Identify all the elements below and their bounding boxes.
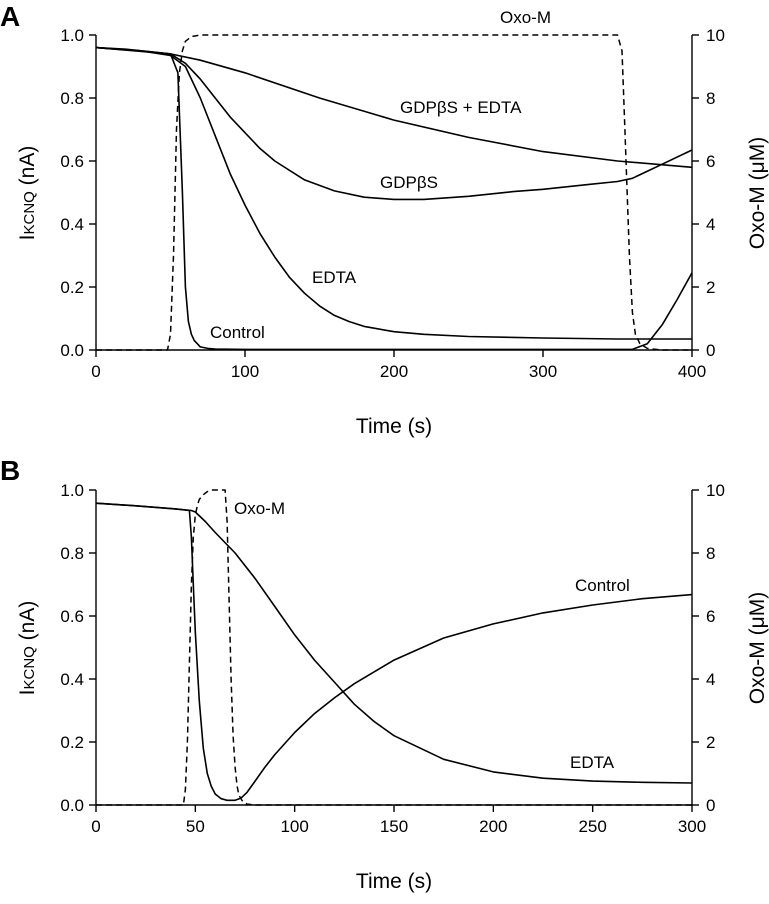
panel-b-y-tick-label-0-8: 0.8 bbox=[60, 544, 84, 563]
panel-b-y-tick-label-1-0: 1.0 bbox=[60, 481, 84, 500]
panel-b-y-tick-label-0-0: 0.0 bbox=[60, 796, 84, 815]
panel-a-y-tick-label-0-6: 0.6 bbox=[60, 152, 84, 171]
panel-a-y2-axis-title: Oxo-M (μM) bbox=[746, 137, 769, 249]
panel-a-label-edta: EDTA bbox=[312, 268, 357, 287]
panel-a-label-gdpbs: GDPβS bbox=[380, 173, 438, 192]
panel-b-y2-axis-title-unit: M) bbox=[746, 592, 769, 617]
panel-b-y-tick-label-0-2: 0.2 bbox=[60, 733, 84, 752]
panel-b-x-tick-label-200: 200 bbox=[479, 817, 507, 836]
panel-a-y2-tick-label-8: 8 bbox=[706, 89, 715, 108]
panel-a-y-tick-label-0-2: 0.2 bbox=[60, 278, 84, 297]
panel-b-label-oxo-m: Oxo-M bbox=[234, 499, 285, 518]
panel-a-x-tick-label-200: 200 bbox=[380, 362, 408, 381]
panel-a-ticks: 0 100 200 300 400 0.0 0.2 0.4 0.6 0.8 1.0 0 2 4 6 8 10 bbox=[60, 26, 725, 381]
panel-b-label-control: Control bbox=[575, 576, 630, 595]
panel-a-x-tick-label-0: 0 bbox=[91, 362, 100, 381]
panel-a: A 0 100 200 300 400 0.0 0.2 0.4 0.6 0.8 1.0 0 2 4 6 8 10… bbox=[0, 1, 769, 438]
panel-b-label-edta: EDTA bbox=[570, 753, 615, 772]
panel-a-y2-tick-label-10: 10 bbox=[706, 26, 725, 45]
panel-a-y2-tick-label-4: 4 bbox=[706, 215, 715, 234]
panel-b-x-tick-label-150: 150 bbox=[380, 817, 408, 836]
panel-a-series-gdpbs-edta bbox=[95, 46, 693, 169]
panel-a-x-tick-label-100: 100 bbox=[231, 362, 259, 381]
panel-a-label-oxo-m: Oxo-M bbox=[500, 8, 551, 27]
panel-b-y2-tick-label-0: 0 bbox=[706, 796, 715, 815]
panel-b-series-oxo-m bbox=[96, 489, 692, 806]
panel-b-y-axis-title-unit: (nA) bbox=[16, 601, 39, 647]
panel-a-series-gdpbs bbox=[95, 46, 693, 201]
panel-b-x-tick-label-50: 50 bbox=[186, 817, 205, 836]
panel-b-x-axis-title: Time (s) bbox=[356, 870, 432, 893]
panel-b-ticks: 0 50 100 150 200 250 300 0.0 0.2 0.4 0.6 0.8 1.0 0 2 4 6… bbox=[60, 481, 725, 836]
panel-b-y-axis-title-main: I bbox=[16, 690, 39, 696]
panel-a-x-axis-title: Time (s) bbox=[356, 415, 432, 438]
panel-b-y2-tick-label-10: 10 bbox=[706, 481, 725, 500]
panel-a-series-oxo-m bbox=[96, 34, 692, 351]
panel-a-x-tick-label-400: 400 bbox=[678, 362, 706, 381]
panel-b-y2-tick-label-4: 4 bbox=[706, 670, 715, 689]
panel-b-y-axis-title: IKCNQ (nA) bbox=[16, 601, 39, 696]
panel-a-x-tick-label-300: 300 bbox=[529, 362, 557, 381]
panel-a-y-tick-label-0-8: 0.8 bbox=[60, 89, 84, 108]
panel-a-y-tick-label-1-0: 1.0 bbox=[60, 26, 84, 45]
panel-b-x-tick-label-100: 100 bbox=[280, 817, 308, 836]
panel-label-b: B bbox=[0, 455, 20, 486]
panel-b-y2-axis-title: Oxo-M (μM) bbox=[746, 592, 769, 704]
panel-b: B 0 50 100 150 200 250 300 0.0 0.2 0.4 0.6 0.8 1.0 0 2… bbox=[0, 455, 769, 893]
panel-b-x-tick-label-300: 300 bbox=[678, 817, 706, 836]
panel-b-x-tick-label-0: 0 bbox=[91, 817, 100, 836]
panel-a-y-axis-title: IKCNQ (nA) bbox=[16, 146, 39, 241]
panel-b-x-tick-label-250: 250 bbox=[578, 817, 606, 836]
panel-a-y-axis-title-main: I bbox=[16, 235, 39, 241]
panel-a-label-gdpbs-edta: GDPβS + EDTA bbox=[400, 98, 522, 117]
panel-a-y-axis-title-subscript: KCNQ bbox=[21, 191, 38, 234]
panel-a-y2-axis-title-mu: μ bbox=[746, 161, 769, 173]
panel-b-y-tick-label-0-4: 0.4 bbox=[60, 670, 84, 689]
panel-a-y2-tick-label-2: 2 bbox=[706, 278, 715, 297]
panel-b-y2-tick-label-2: 2 bbox=[706, 733, 715, 752]
panel-a-y2-tick-label-6: 6 bbox=[706, 152, 715, 171]
panel-b-y-axis-title-subscript: KCNQ bbox=[21, 646, 38, 689]
panel-a-curves bbox=[95, 34, 693, 351]
panel-b-y2-tick-label-6: 6 bbox=[706, 607, 715, 626]
panel-a-y-axis-title-unit: (nA) bbox=[16, 146, 39, 192]
panel-a-y-tick-label-0-0: 0.0 bbox=[60, 341, 84, 360]
panel-a-y2-axis-title-unit: M) bbox=[746, 137, 769, 162]
panel-label-a: A bbox=[0, 1, 20, 32]
panel-a-y2-tick-label-0: 0 bbox=[706, 341, 715, 360]
panel-b-y2-axis-title-main: Oxo-M ( bbox=[746, 628, 769, 704]
panel-b-y-tick-label-0-6: 0.6 bbox=[60, 607, 84, 626]
panel-b-curves bbox=[95, 489, 693, 806]
panel-b-series-edta bbox=[95, 502, 693, 784]
panel-a-y-tick-label-0-4: 0.4 bbox=[60, 215, 84, 234]
panel-b-y2-axis-title-mu: μ bbox=[746, 616, 769, 628]
panel-b-y2-tick-label-8: 8 bbox=[706, 544, 715, 563]
panel-a-series-control bbox=[95, 46, 693, 351]
panel-a-label-control: Control bbox=[210, 323, 265, 342]
panel-a-y2-axis-title-main: Oxo-M ( bbox=[746, 173, 769, 249]
panel-a-series-edta bbox=[95, 46, 692, 340]
